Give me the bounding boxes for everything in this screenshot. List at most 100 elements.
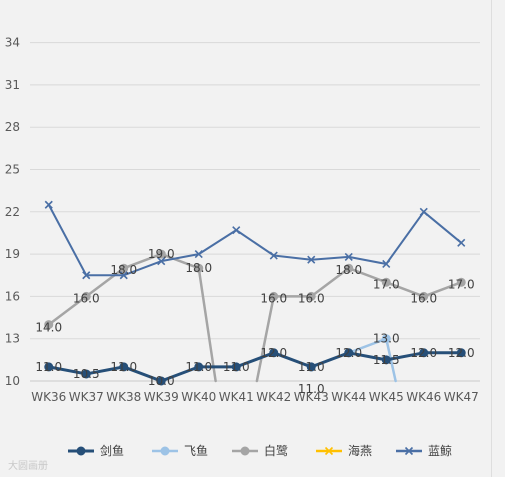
legend-label: 白鹭: [264, 443, 288, 458]
data-label: 11.0: [223, 360, 250, 374]
series-layer: [44, 200, 466, 386]
series-line-segment: [347, 266, 388, 284]
x-tick-label: WK36: [31, 390, 66, 404]
series-line-segment: [347, 351, 388, 362]
data-label-layer: 11.0 10.5 11.0 10.0 11.0 11.0 12.0 11.0 12.0 11.5…: [35, 247, 474, 396]
x-tick-label: WK38: [106, 390, 141, 404]
series-line-segment: [272, 254, 313, 261]
data-point: [269, 348, 279, 358]
y-tick-label: 16: [5, 289, 20, 303]
data-point: [419, 207, 428, 216]
series-line-segment: [347, 337, 388, 355]
y-tick-label: 31: [5, 78, 20, 92]
data-label: 18.0: [185, 261, 212, 275]
data-label: 17.0: [448, 277, 475, 291]
series-line-segment: [85, 266, 125, 298]
y-tick-label: 25: [5, 163, 20, 177]
data-label: 13.0: [373, 332, 400, 346]
series-line-segment: [47, 295, 88, 326]
data-point: [269, 251, 278, 260]
data-label: 18.0: [335, 263, 362, 277]
series-line-segment: [385, 281, 425, 298]
data-point: [81, 369, 91, 379]
data-label: 11.0: [35, 360, 62, 374]
data-point: [269, 291, 279, 301]
y-tick-label: 10: [5, 374, 20, 388]
x-tick-label: WK44: [331, 390, 366, 404]
data-point: [232, 226, 241, 235]
right-edge-line: [491, 0, 492, 477]
series-line-segment: [122, 365, 163, 383]
data-point: [306, 291, 316, 301]
data-point: [119, 362, 129, 372]
series-line-segment: [47, 203, 88, 277]
data-point: [324, 446, 334, 456]
data-point: [44, 320, 54, 330]
data-point: [381, 277, 391, 287]
x-tick-label: WK46: [406, 390, 441, 404]
x-tick-label: WK42: [256, 390, 291, 404]
series-line-segment: [384, 351, 426, 362]
data-point: [44, 362, 54, 372]
data-point: [44, 200, 53, 209]
series-line-segment: [197, 229, 238, 256]
data-point: [240, 446, 250, 456]
data-point: [307, 255, 316, 264]
data-point: [81, 291, 91, 301]
legend-item-1: 剑鱼: [68, 443, 124, 458]
legend-label: 剑鱼: [100, 443, 124, 458]
legend: 剑鱼 飞鱼 白鹭 海燕 蓝鲸: [68, 443, 452, 458]
legend-item-5: 蓝鲸: [396, 443, 452, 458]
data-label: 11.0: [110, 360, 137, 374]
data-label: 12.0: [448, 346, 475, 360]
series-line-segment: [422, 281, 463, 298]
data-point: [306, 362, 316, 372]
data-point: [156, 249, 166, 259]
data-label: 16.0: [298, 291, 325, 305]
series-1: [44, 348, 466, 386]
series-line-segment: [47, 365, 88, 376]
data-label: 10.5: [73, 367, 100, 381]
legend-label: 飞鱼: [184, 444, 208, 458]
data-point: [382, 259, 391, 269]
x-tick-label: WK37: [69, 390, 104, 404]
x-tick-label: WK40: [181, 390, 216, 404]
y-tick-label: 34: [5, 36, 20, 50]
data-label: 11.0: [298, 382, 325, 396]
series-5: [44, 200, 466, 280]
data-point: [119, 271, 128, 280]
series-3: [44, 249, 466, 383]
x-tick-label: WK39: [144, 390, 179, 404]
data-label: 16.0: [410, 291, 437, 305]
data-point: [381, 355, 391, 365]
series-line-segment: [309, 351, 351, 369]
data-label: 16.0: [73, 291, 100, 305]
series-line-segment: [234, 351, 276, 369]
data-point: [194, 250, 203, 259]
x-tick-label: WK47: [444, 390, 479, 404]
legend-label: 海燕: [348, 443, 372, 458]
data-point: [82, 271, 91, 280]
series-line-segment: [255, 295, 275, 383]
data-point: [344, 348, 354, 358]
data-point: [457, 238, 466, 247]
data-point: [156, 376, 166, 386]
series-line-segment: [385, 210, 425, 265]
data-label: 12.0: [410, 346, 437, 360]
data-point: [381, 334, 391, 344]
legend-item-4: 海燕: [316, 443, 372, 458]
data-point: [456, 348, 466, 358]
series-line-segment: [159, 365, 201, 383]
series-line-segment: [347, 255, 388, 265]
y-tick-label: 13: [5, 332, 20, 346]
x-tick-label: WK43: [294, 390, 329, 404]
data-label: 12.0: [260, 346, 287, 360]
data-point: [456, 277, 466, 287]
series-line-segment: [122, 260, 163, 277]
series-line-segment: [310, 266, 350, 298]
watermark: 大圆画册: [8, 461, 48, 472]
data-label: 14.0: [35, 321, 62, 335]
data-label: 11.5: [373, 353, 400, 367]
